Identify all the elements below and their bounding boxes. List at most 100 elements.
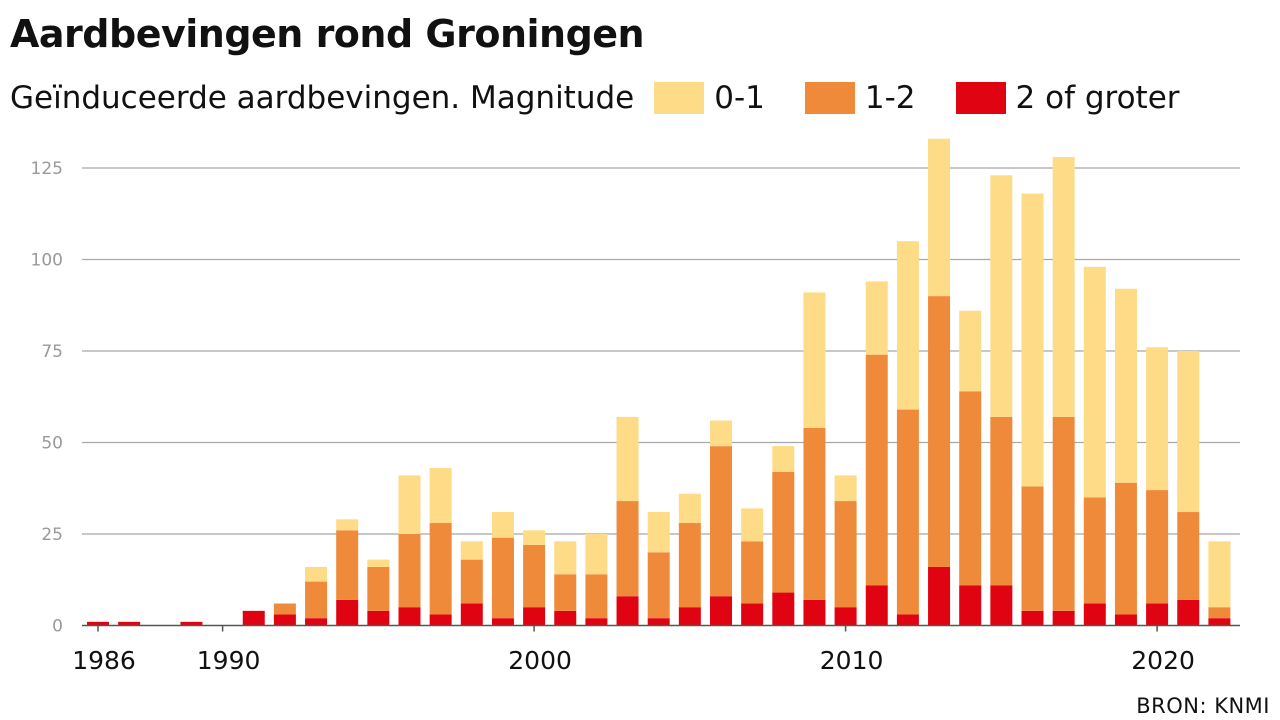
bar-2017-1-2: [1052, 416, 1075, 611]
bar-2020-2-of-groter: [1146, 603, 1169, 626]
bar-2004-2-of-groter: [647, 618, 670, 626]
bar-1998-2-of-groter: [460, 603, 483, 626]
bar-1989-2-of-groter: [180, 621, 203, 626]
bar-1994-0-1: [336, 519, 359, 531]
bar-1999-0-1: [491, 512, 514, 538]
bar-2001-1-2: [554, 574, 577, 611]
bar-2007-1-2: [741, 541, 764, 604]
bar-2016-0-1: [1021, 193, 1044, 487]
bar-1987-2-of-groter: [118, 621, 141, 626]
bar-2019-0-1: [1114, 288, 1137, 483]
bar-2012-0-1: [896, 241, 919, 410]
bar-2005-0-1: [678, 493, 701, 524]
bar-1996-2-of-groter: [398, 607, 421, 626]
bar-1994-2-of-groter: [336, 599, 359, 626]
legend-swatch-0-1: [654, 82, 705, 114]
bar-2022-1-2: [1208, 607, 1231, 619]
x-tick-label-2020: 2020: [1131, 646, 1195, 675]
bar-1996-0-1: [398, 475, 421, 534]
bar-2021-0-1: [1177, 351, 1200, 513]
bar-2006-1-2: [710, 446, 732, 597]
bar-2003-1-2: [616, 501, 639, 597]
bar-2015-1-2: [990, 416, 1013, 586]
bar-2014-0-1: [959, 310, 982, 392]
legend-item-0-1: 0-1: [654, 80, 765, 116]
bar-2015-2-of-groter: [990, 585, 1013, 626]
bar-2008-2-of-groter: [772, 592, 795, 626]
bar-2020-0-1: [1146, 347, 1169, 491]
bar-2021-2-of-groter: [1177, 599, 1200, 626]
bar-1992-2-of-groter: [273, 614, 296, 626]
bar-2002-2-of-groter: [585, 618, 608, 626]
chart-title: Aardbevingen rond Groningen: [10, 12, 645, 56]
bar-1996-1-2: [398, 534, 421, 608]
bar-2001-2-of-groter: [554, 610, 577, 626]
bar-1994-1-2: [336, 530, 359, 600]
bar-2003-2-of-groter: [616, 596, 639, 626]
y-tick-label-0: 0: [52, 617, 63, 637]
legend: 0-1 1-2 2 of groter: [654, 80, 1180, 116]
bar-1992-1-2: [273, 603, 296, 615]
legend-item-1-2: 1-2: [804, 80, 916, 116]
bar-2019-1-2: [1114, 482, 1137, 615]
bar-2022-2-of-groter: [1208, 618, 1231, 626]
x-tick-label-1986: 1986: [72, 646, 136, 675]
bar-1995-2-of-groter: [367, 610, 390, 626]
axes: 0 25 50 75 100 125 1986 1990 2000 2010 2020: [31, 159, 1240, 675]
bar-1993-2-of-groter: [305, 618, 328, 626]
bar-2007-0-1: [741, 508, 764, 542]
bar-2008-1-2: [772, 471, 795, 593]
bar-1993-1-2: [305, 581, 328, 619]
bar-2014-2-of-groter: [959, 585, 982, 626]
legend-label-1-2: 1-2: [864, 80, 916, 116]
y-tick-label-25: 25: [41, 525, 63, 545]
bar-2009-2-of-groter: [803, 599, 826, 626]
bar-2000-2-of-groter: [523, 607, 546, 626]
bar-2020-1-2: [1146, 490, 1169, 604]
legend-item-2-of-groter: 2 of groter: [955, 80, 1180, 116]
bar-2010-0-1: [834, 475, 857, 502]
bar-2014-1-2: [959, 391, 982, 586]
bar-2004-1-2: [647, 552, 670, 619]
bar-2006-0-1: [710, 420, 732, 447]
y-tick-label-125: 125: [31, 159, 63, 179]
bar-2021-1-2: [1177, 512, 1200, 600]
y-tick-label-50: 50: [41, 434, 63, 454]
bar-2015-0-1: [990, 175, 1013, 417]
bar-2003-0-1: [616, 416, 639, 502]
x-tick-label-1990: 1990: [197, 646, 261, 675]
bar-2005-1-2: [678, 523, 701, 608]
bar-2016-1-2: [1021, 486, 1044, 611]
bar-2017-2-of-groter: [1052, 610, 1075, 626]
bar-2005-2-of-groter: [678, 607, 701, 626]
bar-2018-0-1: [1083, 266, 1106, 498]
bar-2009-0-1: [803, 292, 826, 428]
x-tick-label-2000: 2000: [508, 646, 572, 675]
bar-2018-1-2: [1083, 497, 1106, 604]
bar-2000-0-1: [523, 530, 546, 545]
bar-2002-0-1: [585, 534, 608, 575]
bar-2017-0-1: [1052, 157, 1075, 417]
bar-2010-1-2: [834, 501, 857, 608]
bar-1999-1-2: [491, 537, 514, 619]
bar-1998-0-1: [460, 541, 483, 560]
bar-2018-2-of-groter: [1083, 603, 1106, 626]
bar-1986-2-of-groter: [87, 621, 109, 626]
bar-1997-1-2: [429, 523, 452, 615]
subtitle-row: Geïnduceerde aardbevingen. Magnitude 0-1…: [10, 76, 1180, 120]
bar-2013-2-of-groter: [928, 566, 951, 626]
bar-2012-2-of-groter: [896, 614, 919, 626]
bar-1995-0-1: [367, 559, 390, 567]
bar-1998-1-2: [460, 559, 483, 604]
bar-2000-1-2: [523, 544, 546, 608]
chart-subtitle: Geïnduceerde aardbevingen. Magnitude: [10, 80, 635, 116]
legend-label-0-1: 0-1: [714, 80, 765, 116]
y-tick-label-100: 100: [31, 251, 63, 271]
bar-2019-2-of-groter: [1114, 614, 1137, 626]
x-tick-label-2010: 2010: [820, 646, 884, 675]
bar-1995-1-2: [367, 566, 390, 611]
bar-2022-0-1: [1208, 541, 1231, 608]
bar-2001-0-1: [554, 541, 577, 575]
bar-2011-0-1: [865, 281, 888, 355]
